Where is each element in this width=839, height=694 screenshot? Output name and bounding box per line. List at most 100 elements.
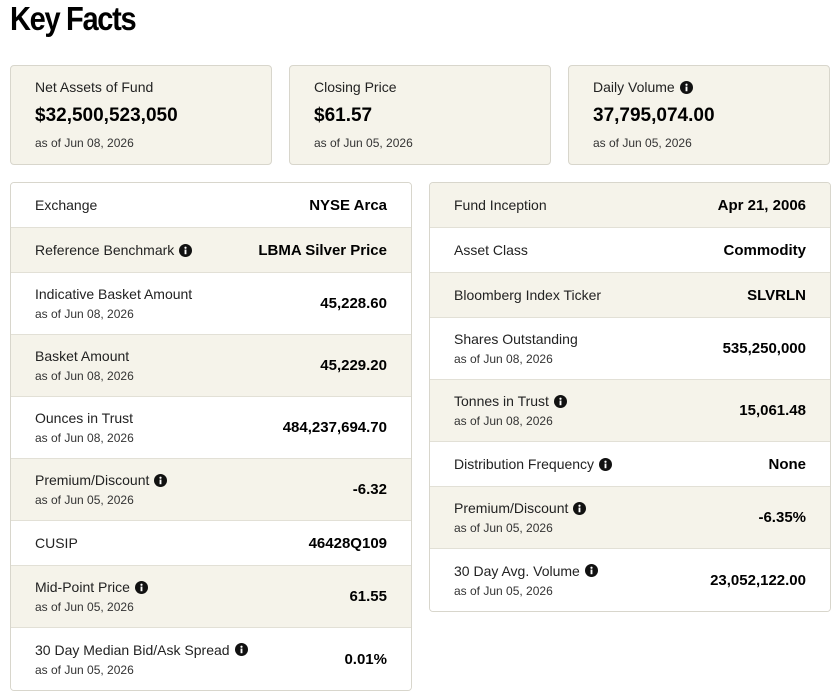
info-icon[interactable] [573, 501, 587, 515]
fact-label-text: 30 Day Median Bid/Ask Spread [35, 641, 230, 658]
card-label: Daily Volume [593, 78, 805, 96]
fact-value: None [768, 455, 807, 473]
card-label: Closing Price [314, 78, 526, 96]
info-icon[interactable] [599, 457, 613, 471]
fact-value: 45,228.60 [320, 295, 387, 312]
fact-row: Distribution Frequency None [430, 442, 830, 487]
fact-date: as of Jun 05, 2026 [454, 583, 553, 598]
info-icon[interactable] [679, 80, 693, 94]
key-fact-card: Daily Volume 37,795,074.00 as of Jun 05, 2… [568, 65, 830, 165]
fact-label-text: Exchange [35, 197, 98, 213]
fact-label: Indicative Basket Amount [35, 286, 192, 302]
fact-label-block: Tonnes in Trust as of Jun 08, 2026 [454, 393, 567, 428]
fact-row: Mid-Point Price as of Jun 05, 2026 61.55 [11, 566, 411, 628]
fact-label: Tonnes in Trust [454, 393, 567, 409]
fact-label-text: Bloomberg Index Ticker [454, 287, 602, 303]
fact-value: 15,061.48 [739, 402, 806, 419]
fact-date: as of Jun 08, 2026 [454, 414, 553, 428]
fact-label-block: Distribution Frequency [454, 456, 613, 472]
fact-label: Mid-Point Price [35, 579, 148, 595]
fact-date: as of Jun 08, 2026 [454, 352, 553, 366]
fact-label-text: Tonnes in Trust [454, 393, 549, 409]
info-icon[interactable] [179, 243, 193, 257]
fact-date: as of Jun 08, 2026 [35, 431, 134, 445]
fact-label-text: Mid-Point Price [35, 579, 130, 595]
fact-label-text: Distribution Frequency [454, 456, 595, 472]
fact-label: 30 Day Avg. Volume [454, 563, 598, 579]
right-table: Fund Inception Apr 21, 2006 Asset Class Com… [429, 182, 831, 612]
page-title: Key Facts [10, 0, 137, 37]
fact-label: Shares Outstanding [454, 331, 578, 347]
card-value: $32,500,523,050 [35, 105, 178, 126]
fact-row: Indicative Basket Amount as of Jun 08, 20… [11, 273, 411, 335]
card-date: as of Jun 08, 2026 [35, 136, 134, 150]
fact-value: 0.01% [344, 650, 387, 668]
fact-date: as of Jun 08, 2026 [35, 307, 134, 321]
fact-label-block: Reference Benchmark [35, 242, 193, 258]
fact-row: CUSIP 46428Q109 [11, 521, 411, 566]
fact-date: as of Jun 05, 2026 [35, 493, 134, 507]
fact-row: Basket Amount as of Jun 08, 2026 45,229.20 [11, 335, 411, 397]
fact-label-text: Premium/Discount [35, 472, 150, 488]
fact-label-block: Mid-Point Price as of Jun 05, 2026 [35, 579, 148, 614]
fact-label-text: Premium/Discount [454, 500, 569, 516]
fact-label-text: CUSIP [35, 535, 78, 551]
fact-label: Premium/Discount [454, 500, 587, 516]
key-fact-card: Net Assets of Fund $32,500,523,050 as of J… [10, 65, 272, 165]
fact-value: SLVRLN [747, 286, 806, 304]
left-table: Exchange NYSE Arca Reference Benchmark LBMA… [10, 182, 412, 691]
info-icon[interactable] [553, 394, 567, 408]
fact-value: 535,250,000 [722, 340, 806, 357]
fact-label-text: Reference Benchmark [35, 242, 175, 258]
fact-label-text: Basket Amount [35, 348, 130, 364]
card-label-text: Closing Price [314, 79, 397, 95]
card-label-text: Net Assets of Fund [35, 79, 154, 95]
fact-row: Asset Class Commodity [430, 228, 830, 273]
fact-label-block: Indicative Basket Amount as of Jun 08, 20… [35, 286, 192, 321]
fact-label-text: Asset Class [454, 242, 528, 258]
fact-label: Premium/Discount [35, 472, 168, 488]
info-icon[interactable] [134, 580, 148, 594]
fact-label-block: Bloomberg Index Ticker [454, 287, 601, 303]
fact-value: LBMA Silver Price [258, 241, 387, 259]
info-icon[interactable] [584, 564, 598, 577]
fact-label-block: 30 Day Avg. Volume as of Jun 05, 2026 [454, 563, 598, 598]
fact-label-block: Basket Amount as of Jun 08, 2026 [35, 348, 134, 383]
fact-label-text: 30 Day Avg. Volume [454, 562, 580, 579]
fact-label-text: Fund Inception [454, 197, 547, 213]
info-icon[interactable] [234, 643, 248, 656]
fact-row: Ounces in Trust as of Jun 08, 2026 484,237… [11, 397, 411, 459]
fact-row: Bloomberg Index Ticker SLVRLN [430, 273, 830, 318]
fact-row: Shares Outstanding as of Jun 08, 2026 535,… [430, 318, 830, 380]
fact-value: -6.32 [352, 481, 387, 498]
card-date: as of Jun 05, 2026 [314, 136, 413, 150]
fact-label: Reference Benchmark [35, 242, 193, 258]
fact-row: 30 Day Avg. Volume as of Jun 05, 2026 23,0… [430, 549, 830, 611]
fact-label-block: Fund Inception [454, 197, 547, 213]
card-label-text: Daily Volume [593, 79, 675, 95]
fact-label: CUSIP [35, 535, 78, 551]
fact-value: 46428Q109 [308, 534, 387, 552]
fact-row: Premium/Discount as of Jun 05, 2026 -6.35% [430, 487, 830, 549]
fact-value: 484,237,694.70 [282, 419, 387, 436]
fact-row: Exchange NYSE Arca [11, 183, 411, 228]
fact-label: Distribution Frequency [454, 456, 613, 472]
fact-row: Tonnes in Trust as of Jun 08, 2026 15,061.… [430, 380, 830, 442]
card-date: as of Jun 05, 2026 [593, 136, 692, 150]
fact-label: 30 Day Median Bid/Ask Spread [35, 642, 248, 658]
card-value: $61.57 [314, 105, 373, 126]
fact-label: Fund Inception [454, 197, 547, 213]
info-icon[interactable] [154, 473, 168, 487]
fact-row: Reference Benchmark LBMA Silver Price [11, 228, 411, 273]
fact-value: 23,052,122.00 [710, 571, 806, 589]
card-label: Net Assets of Fund [35, 78, 247, 96]
fact-date: as of Jun 05, 2026 [35, 662, 134, 677]
fact-label: Bloomberg Index Ticker [454, 287, 601, 303]
fact-value: NYSE Arca [309, 196, 387, 214]
fact-label-block: Ounces in Trust as of Jun 08, 2026 [35, 410, 134, 445]
fact-value: 61.55 [349, 588, 387, 605]
fact-row: 30 Day Median Bid/Ask Spread as of Jun 05… [11, 628, 411, 690]
fact-label-text: Shares Outstanding [454, 331, 578, 347]
fact-label-block: Exchange [35, 197, 97, 213]
